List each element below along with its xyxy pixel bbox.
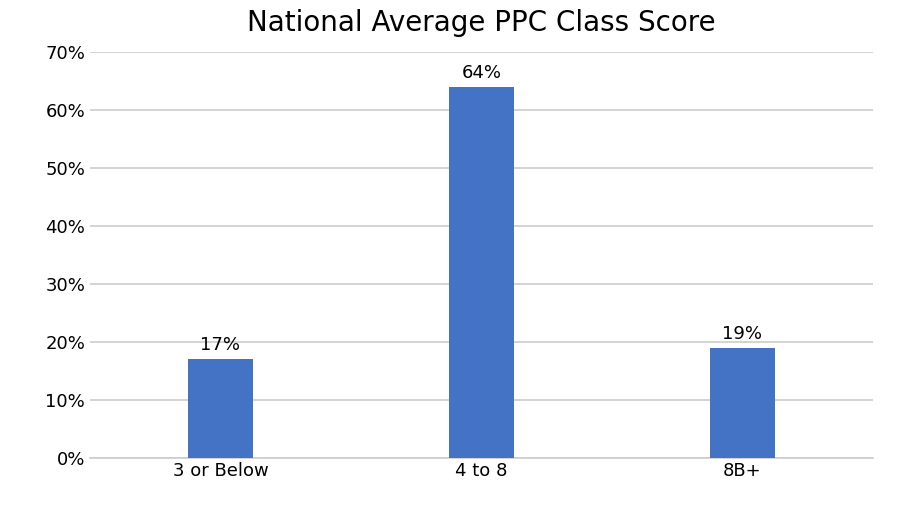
- Title: National Average PPC Class Score: National Average PPC Class Score: [248, 9, 716, 37]
- Bar: [449, 87, 514, 458]
- Bar: [188, 359, 253, 458]
- Text: 64%: 64%: [462, 64, 501, 82]
- Text: 19%: 19%: [723, 325, 762, 343]
- Text: 17%: 17%: [201, 336, 240, 355]
- Bar: [710, 347, 775, 458]
